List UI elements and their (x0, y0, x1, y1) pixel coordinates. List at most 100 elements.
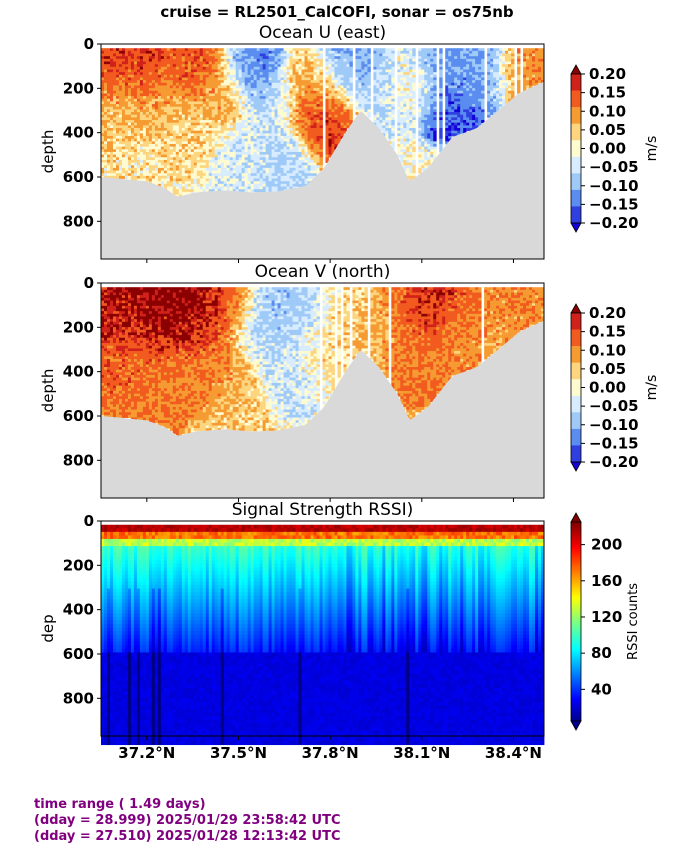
data-cell (143, 128, 146, 131)
data-cell (104, 67, 107, 70)
data-cell (197, 88, 200, 91)
data-cell (110, 109, 113, 112)
data-cell (143, 139, 146, 142)
data-cell (188, 128, 191, 131)
data-cell (122, 123, 125, 126)
data-cell (143, 141, 146, 144)
data-cell (152, 85, 155, 88)
data-cell (113, 104, 116, 107)
data-cell (140, 62, 143, 65)
data-cell (191, 107, 194, 110)
data-cell (143, 54, 146, 57)
data-cell (173, 48, 176, 51)
data-cell (113, 75, 116, 78)
data-cell (170, 160, 173, 163)
data-cell (116, 147, 119, 150)
data-cell (152, 149, 155, 152)
data-cell (188, 101, 191, 104)
data-cell (164, 184, 167, 187)
data-cell (143, 152, 146, 155)
data-cell (149, 131, 152, 134)
data-cell (131, 77, 134, 80)
data-cell (122, 141, 125, 144)
data-cell (104, 109, 107, 112)
data-cell (107, 123, 110, 126)
data-cell (161, 64, 164, 67)
data-cell (146, 104, 149, 107)
data-cell (107, 171, 110, 174)
data-cell (152, 165, 155, 168)
data-cell (140, 56, 143, 59)
data-cell (191, 101, 194, 104)
data-cell (119, 149, 122, 152)
data-cell (161, 48, 164, 51)
data-cell (197, 179, 200, 182)
data-cell (146, 62, 149, 65)
data-cell (149, 128, 152, 131)
data-cell (197, 149, 200, 152)
data-cell (191, 179, 194, 182)
data-cell (164, 131, 167, 134)
data-cell (182, 67, 185, 70)
data-cell (131, 115, 134, 118)
data-cell (125, 64, 128, 67)
data-cell (182, 152, 185, 155)
data-cell (149, 117, 152, 120)
data-cell (131, 72, 134, 75)
data-cell (158, 109, 161, 112)
data-cell (173, 136, 176, 139)
data-cell (137, 54, 140, 57)
data-cell (152, 91, 155, 94)
data-cell (137, 117, 140, 120)
data-cell (104, 62, 107, 65)
data-cell (155, 165, 158, 168)
data-cell (182, 96, 185, 99)
data-cell (125, 48, 128, 51)
data-cell (119, 51, 122, 54)
data-cell (200, 83, 203, 86)
data-cell (155, 133, 158, 136)
data-cell (170, 173, 173, 176)
data-cell (140, 80, 143, 83)
data-cell (182, 77, 185, 80)
data-cell (176, 149, 179, 152)
data-cell (170, 120, 173, 123)
data-cell (194, 101, 197, 104)
data-cell (182, 141, 185, 144)
data-cell (155, 101, 158, 104)
data-cell (164, 85, 167, 88)
data-cell (101, 139, 104, 142)
data-cell (152, 83, 155, 86)
data-cell (164, 59, 167, 62)
data-cell (188, 56, 191, 59)
data-cell (167, 152, 170, 155)
data-cell (122, 85, 125, 88)
data-cell (152, 160, 155, 163)
data-cell (134, 168, 137, 171)
data-cell (167, 59, 170, 62)
data-cell (116, 51, 119, 54)
data-cell (188, 109, 191, 112)
data-cell (140, 64, 143, 67)
data-cell (140, 149, 143, 152)
data-cell (182, 54, 185, 57)
data-cell (194, 160, 197, 163)
data-cell (173, 93, 176, 96)
data-cell (119, 56, 122, 59)
data-cell (152, 69, 155, 72)
data-cell (128, 54, 131, 57)
data-cell (107, 64, 110, 67)
data-cell (182, 139, 185, 142)
data-cell (119, 171, 122, 174)
data-cell (182, 179, 185, 182)
data-cell (140, 160, 143, 163)
data-cell (194, 112, 197, 115)
data-cell (164, 128, 167, 131)
data-cell (158, 152, 161, 155)
data-cell (113, 131, 116, 134)
data-cell (200, 51, 203, 54)
data-cell (173, 64, 176, 67)
data-cell (200, 96, 203, 99)
data-cell (125, 75, 128, 78)
data-cell (134, 51, 137, 54)
